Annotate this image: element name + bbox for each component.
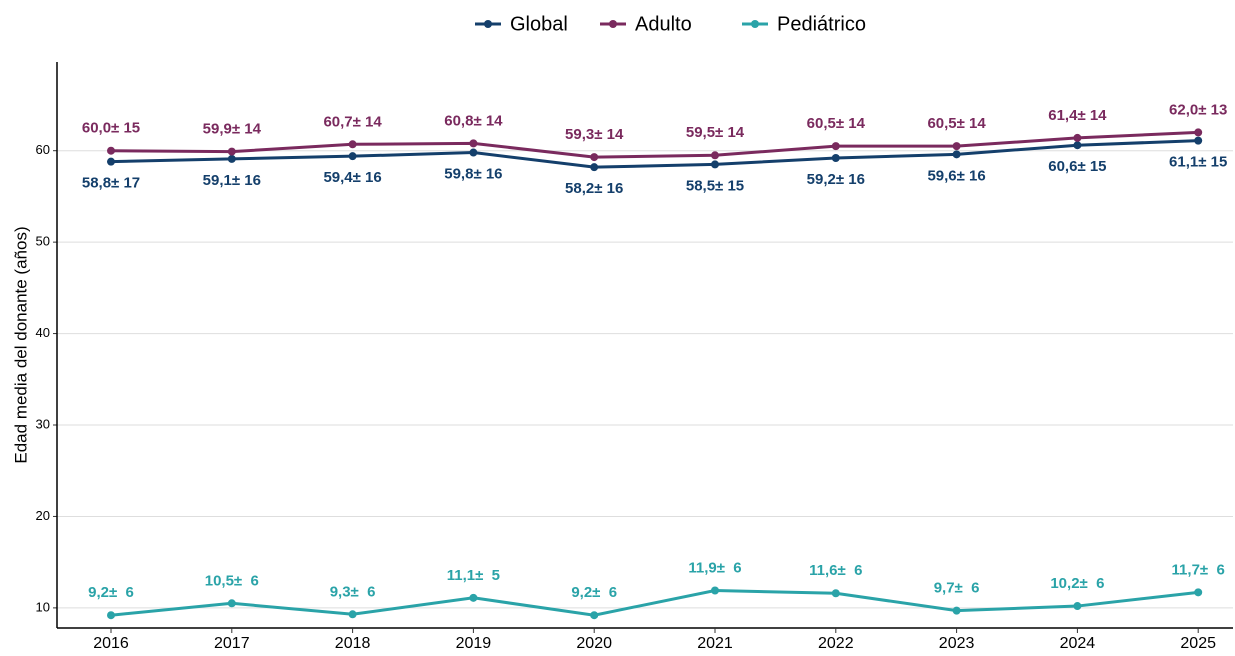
- value-label: 59,8± 16: [444, 165, 502, 182]
- x-tick-label: 2021: [697, 635, 733, 652]
- x-tick-label: 2016: [93, 635, 129, 652]
- value-label: 60,7± 14: [323, 113, 382, 130]
- point: [1073, 602, 1082, 611]
- point: [1194, 588, 1203, 597]
- point: [831, 142, 840, 151]
- value-label: 10,2± 6: [1050, 575, 1104, 592]
- point: [711, 160, 719, 169]
- x-tick-label: 2020: [576, 635, 612, 652]
- legend-dot: [609, 20, 617, 28]
- value-label: 10,5± 6: [205, 572, 259, 589]
- value-label: 60,5± 14: [807, 115, 866, 132]
- series-line: [110, 139, 1199, 169]
- series-line: [110, 130, 1199, 159]
- y-tick-label: 60: [36, 142, 50, 157]
- point: [590, 611, 599, 620]
- value-label: 9,2± 6: [571, 584, 617, 601]
- point: [952, 606, 961, 615]
- point: [227, 154, 236, 163]
- value-label: 59,4± 16: [323, 169, 381, 186]
- x-tick-label: 2019: [456, 635, 492, 652]
- x-tick-label: 2022: [818, 635, 854, 652]
- point: [1194, 136, 1203, 145]
- point: [227, 147, 236, 156]
- value-label: 11,6± 6: [809, 562, 862, 579]
- series-line: [110, 589, 1199, 617]
- x-tick-label: 2024: [1060, 635, 1096, 652]
- value-label: 62,0± 13: [1169, 101, 1227, 118]
- value-label: 9,2± 6: [88, 584, 134, 601]
- value-label: 59,2± 16: [807, 171, 865, 188]
- point: [469, 139, 478, 148]
- value-label: 58,2± 16: [565, 180, 623, 197]
- value-label: 58,5± 15: [686, 177, 744, 194]
- point: [711, 586, 719, 595]
- y-tick-label: 20: [36, 508, 50, 523]
- value-label: 60,6± 15: [1048, 158, 1106, 175]
- point: [952, 150, 961, 159]
- value-label: 60,5± 14: [927, 115, 986, 132]
- value-label: 59,6± 16: [927, 167, 985, 184]
- point: [831, 589, 840, 598]
- value-label: 61,1± 15: [1169, 154, 1227, 171]
- value-label: 60,0± 15: [82, 120, 140, 137]
- value-label: 11,7± 6: [1172, 561, 1225, 578]
- value-label: 58,8± 17: [82, 175, 140, 192]
- value-label: 11,9± 6: [688, 559, 741, 576]
- x-tick-label: 2018: [335, 635, 371, 652]
- point: [590, 153, 599, 162]
- legend-dot: [484, 20, 492, 28]
- legend-label: Pediátrico: [777, 13, 866, 35]
- value-label: 59,5± 14: [686, 124, 745, 141]
- point: [348, 610, 357, 619]
- point: [1073, 133, 1082, 142]
- point: [1073, 141, 1082, 150]
- y-tick-label: 10: [36, 599, 50, 614]
- point: [469, 148, 478, 157]
- legend-label: Global: [510, 13, 568, 35]
- point: [107, 146, 115, 155]
- point: [952, 142, 961, 151]
- value-label: 59,3± 14: [565, 126, 624, 143]
- point: [590, 163, 599, 172]
- point: [348, 152, 357, 161]
- x-tick-label: 2025: [1180, 635, 1216, 652]
- y-axis-label: Edad media del donante (años): [11, 226, 30, 463]
- value-label: 9,3± 6: [330, 583, 376, 600]
- value-label: 59,9± 14: [203, 121, 262, 138]
- legend-label: Adulto: [635, 13, 692, 35]
- point: [469, 593, 478, 602]
- point: [107, 157, 115, 166]
- y-tick-label: 30: [36, 416, 50, 431]
- point: [831, 154, 840, 163]
- y-tick-label: 40: [36, 325, 50, 340]
- value-label: 60,8± 14: [444, 112, 503, 129]
- point: [1194, 128, 1203, 137]
- point: [107, 611, 115, 620]
- value-label: 9,7± 6: [934, 580, 980, 597]
- x-tick-label: 2023: [939, 635, 975, 652]
- value-label: 11,1± 5: [447, 567, 500, 584]
- legend-dot: [751, 20, 759, 28]
- point: [711, 151, 719, 160]
- point: [348, 140, 357, 149]
- point: [227, 599, 236, 608]
- value-label: 61,4± 14: [1048, 107, 1107, 124]
- x-tick-label: 2017: [214, 635, 250, 652]
- y-tick-label: 50: [36, 234, 50, 249]
- value-label: 59,1± 16: [203, 172, 261, 189]
